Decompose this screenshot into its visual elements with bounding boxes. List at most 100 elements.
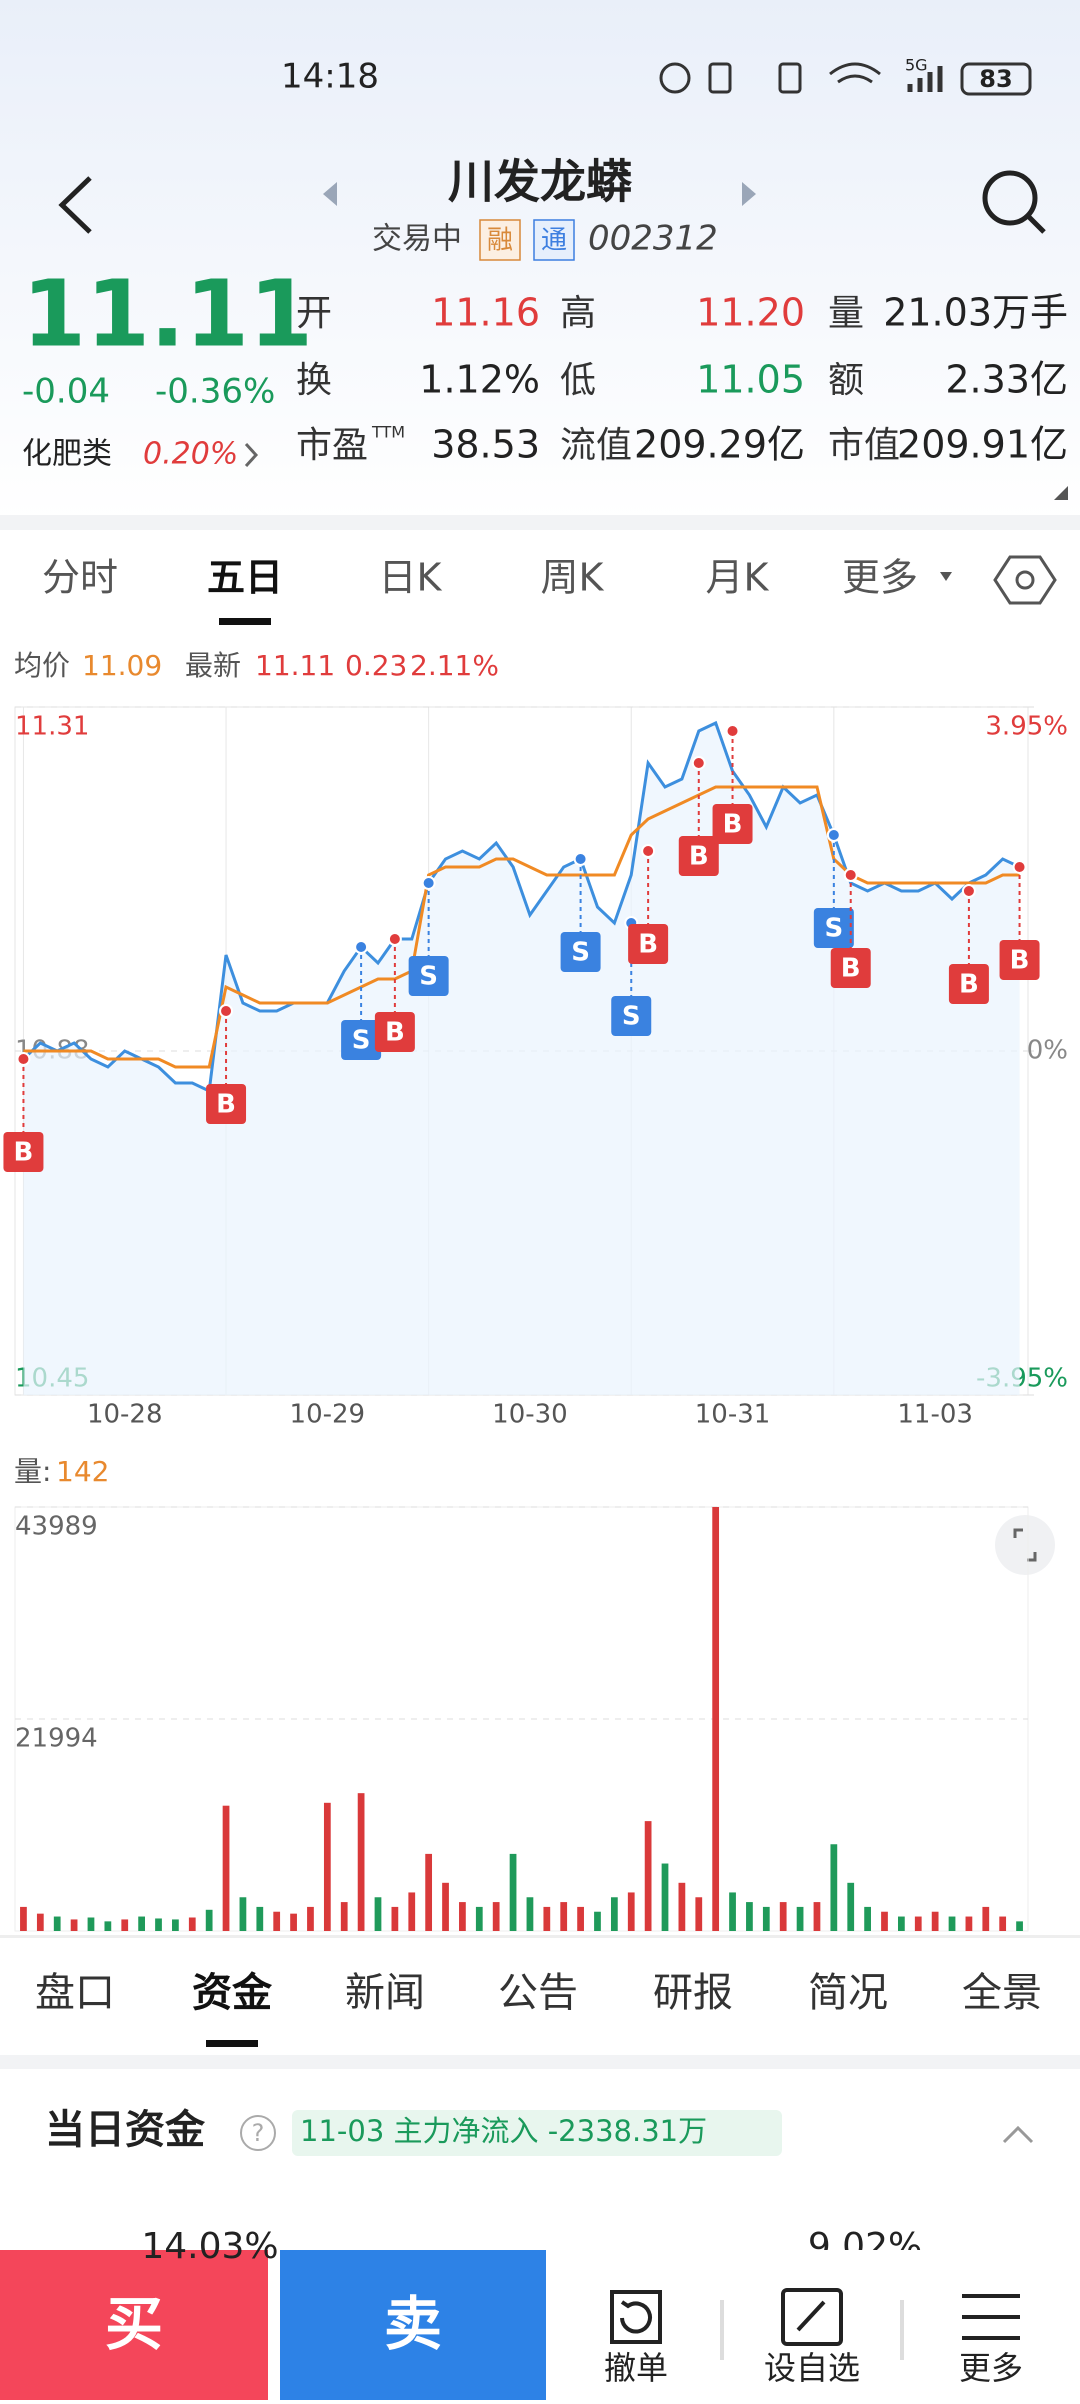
back-button[interactable] <box>58 176 92 234</box>
trade-dot <box>691 756 706 770</box>
field-value: 11.16 <box>431 291 540 335</box>
trade-dot <box>387 932 402 946</box>
trade-side: B <box>385 1018 405 1048</box>
latest-value: 11.11 <box>255 649 335 682</box>
trade-side: B <box>959 970 979 1000</box>
period-tab[interactable]: 分时 <box>42 556 118 600</box>
volume-bar <box>442 1882 449 1931</box>
trade-badge <box>628 924 669 964</box>
volume-bar <box>847 1882 855 1931</box>
network: 5G <box>905 56 928 75</box>
info-tab[interactable]: 简况 <box>808 1970 888 2016</box>
x-tick-label: 10-31 <box>695 1400 771 1430</box>
trade-badge <box>830 948 871 988</box>
section-title: 当日资金 <box>45 2107 206 2153</box>
volume-bar <box>948 1916 956 1931</box>
field-label: 流值 <box>560 425 632 466</box>
collapse-chevron[interactable] <box>1002 2125 1034 2144</box>
volume-bar <box>391 1906 399 1931</box>
x-tick-label: 10-28 <box>87 1400 163 1430</box>
field-value: 38.53 <box>431 423 540 467</box>
search-button[interactable] <box>982 170 1046 234</box>
trade-status: 交易中 <box>372 222 462 257</box>
volume-bar <box>796 1906 804 1931</box>
volume-bar <box>492 1902 500 1931</box>
help-text: ? <box>252 2119 265 2147</box>
volume-bar <box>374 1897 382 1931</box>
volume-bar <box>864 1906 871 1931</box>
action-label[interactable]: 设自选 <box>764 2349 860 2387</box>
flow-tag-text: 11-03 主力净流入 -2338.31万 <box>300 2114 707 2148</box>
period-tab[interactable]: 周K <box>541 556 605 600</box>
volume-title: 量: <box>14 1455 51 1488</box>
info-tab[interactable]: 全景 <box>962 1970 1042 2016</box>
volume-bar <box>830 1844 838 1931</box>
x-tick-label: 10-30 <box>492 1400 568 1430</box>
bottom-bar-cover <box>546 2250 1080 2400</box>
volume-bar <box>610 1897 618 1931</box>
action-label[interactable]: 撤单 <box>604 2349 668 2387</box>
volume-bar <box>475 1906 483 1931</box>
field-label: 换 <box>296 360 332 401</box>
trade-badge <box>408 956 449 996</box>
info-tab[interactable]: 新闻 <box>345 1970 425 2016</box>
period-tab[interactable]: 日K <box>379 556 443 600</box>
volume-bar <box>914 1916 922 1931</box>
buy-button[interactable] <box>0 2250 268 2400</box>
avg-label: 均价 <box>14 649 70 682</box>
buy-label[interactable]: 买 <box>105 2290 163 2358</box>
volume-bar <box>20 1906 27 1931</box>
tab-indicator <box>206 2040 258 2047</box>
flow-tag <box>292 2110 782 2156</box>
change: -0.04 <box>22 372 110 412</box>
settings-icon[interactable] <box>993 555 1057 605</box>
info-tab[interactable]: 公告 <box>498 1970 578 2016</box>
trade-badge <box>206 1084 247 1124</box>
trade-dot <box>961 884 976 898</box>
trade-dot <box>1012 860 1027 874</box>
action-label[interactable]: 更多 <box>959 2349 1023 2387</box>
volume-bar <box>746 1902 753 1931</box>
sell-label[interactable]: 卖 <box>384 2290 442 2358</box>
status-time: 14:18 <box>281 57 379 97</box>
trade-side: B <box>841 954 861 984</box>
price: 11.11 <box>22 260 313 367</box>
info-tab[interactable]: 盘口 <box>35 1970 115 2016</box>
volume-bar <box>678 1882 686 1931</box>
trade-dot <box>421 876 436 890</box>
avg-value: 11.09 <box>82 649 162 682</box>
period-tab[interactable]: 更多 <box>842 556 918 600</box>
volume-bar <box>627 1892 635 1931</box>
volume-bar <box>408 1892 416 1931</box>
latest-change: 0.23 <box>345 649 407 682</box>
volume-bar <box>138 1916 146 1931</box>
sell-button[interactable] <box>280 2250 546 2400</box>
expand-button[interactable] <box>995 1515 1055 1575</box>
volume-bar <box>340 1902 348 1931</box>
trade-side: S <box>571 938 590 968</box>
badge <box>479 219 521 261</box>
period-tab[interactable]: 月K <box>706 556 770 600</box>
field-label: 市值 <box>828 425 900 466</box>
trade-dot <box>16 1052 31 1066</box>
trade-dot <box>219 1004 234 1018</box>
field-label-sup: TTM <box>371 423 405 442</box>
volume-bar <box>155 1918 162 1931</box>
info-tab[interactable]: 资金 <box>192 1970 273 2016</box>
help-icon[interactable] <box>240 2115 276 2151</box>
volume-bar <box>577 1906 584 1931</box>
trade-badge <box>813 908 854 948</box>
period-tab[interactable]: 五日 <box>207 556 283 600</box>
trade-dot <box>354 940 369 954</box>
trade-dot <box>725 724 740 738</box>
corner-mark <box>1054 486 1068 500</box>
sector: 化肥类 <box>22 437 112 472</box>
trade-side: B <box>216 1090 236 1120</box>
info-tab[interactable]: 研报 <box>653 1970 733 2016</box>
x-tick-label: 11-03 <box>897 1400 973 1430</box>
price-area <box>23 723 1020 1395</box>
trade-side: S <box>824 914 843 944</box>
field-label: 高 <box>560 293 596 334</box>
volume-bar <box>307 1906 314 1931</box>
